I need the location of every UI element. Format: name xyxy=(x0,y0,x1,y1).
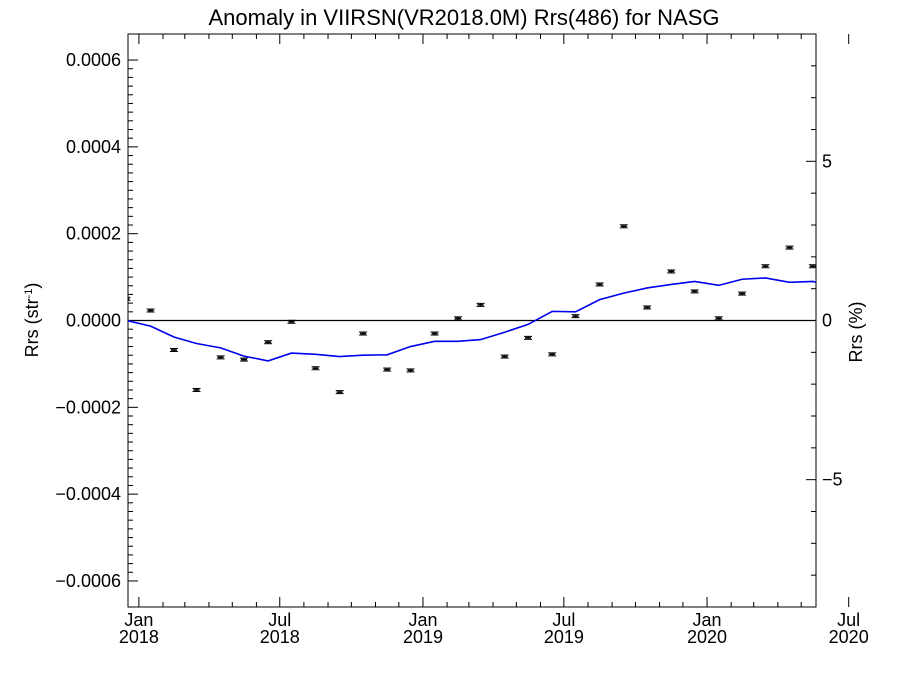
x-tick-label-year: 2020 xyxy=(687,627,727,647)
anomaly-point xyxy=(761,264,770,269)
y-tick-label: 0.0002 xyxy=(66,224,121,244)
data-series-group xyxy=(128,224,888,395)
data-point xyxy=(288,321,295,323)
anomaly-point xyxy=(453,316,462,321)
data-point xyxy=(128,297,130,300)
anomaly-point xyxy=(430,331,439,336)
anomaly-point xyxy=(383,367,392,372)
y-tick-label: −0.0002 xyxy=(55,397,121,417)
anomaly-point xyxy=(808,264,816,269)
x-tick-label-month: Jan xyxy=(693,610,722,630)
x-tick-label-month: Jan xyxy=(124,610,153,630)
data-point xyxy=(739,292,746,295)
y-tick-label: 0.0006 xyxy=(66,50,121,70)
anomaly-point xyxy=(128,296,131,301)
x-tick-label-month: Jan xyxy=(408,610,437,630)
data-point xyxy=(265,341,272,344)
x-tick-label-year: 2018 xyxy=(119,627,159,647)
data-point xyxy=(336,391,343,393)
data-point xyxy=(454,317,461,320)
data-point xyxy=(572,315,579,317)
x-tick-label-year: 2019 xyxy=(403,627,443,647)
data-point xyxy=(360,332,367,335)
x-tick-label-year: 2020 xyxy=(829,627,869,647)
y2-tick-label: 0 xyxy=(822,311,832,331)
y-tick-label: 0.0000 xyxy=(66,311,121,331)
anomaly-point xyxy=(643,305,652,310)
data-point xyxy=(644,306,651,309)
data-point xyxy=(525,337,532,339)
anomaly-point xyxy=(619,224,628,229)
anomaly-point xyxy=(524,335,533,340)
data-point xyxy=(217,356,224,359)
anomaly-point xyxy=(571,314,580,319)
y-axis-label-main: Rrs (str xyxy=(22,298,42,357)
y-tick-label: −0.0006 xyxy=(55,571,121,591)
data-point xyxy=(431,332,438,335)
data-point xyxy=(193,389,200,391)
anomaly-point xyxy=(714,316,723,321)
trend-line xyxy=(128,277,816,362)
data-point xyxy=(407,369,414,372)
data-point xyxy=(147,309,154,312)
anomaly-point xyxy=(406,368,415,373)
anomaly-point xyxy=(833,264,841,267)
anomaly-point xyxy=(667,269,676,274)
anomaly-point xyxy=(192,387,201,392)
anomaly-point xyxy=(359,331,368,336)
anomaly-point xyxy=(880,309,888,312)
y-tick-label: −0.0004 xyxy=(55,484,121,504)
anomaly-point xyxy=(785,245,794,250)
anomaly-point xyxy=(311,366,320,371)
anomaly-point xyxy=(595,282,604,287)
y2-tick-label: −5 xyxy=(822,470,843,490)
anomaly-point xyxy=(287,319,296,324)
anomaly-point xyxy=(690,289,699,294)
data-point xyxy=(384,368,391,371)
x-tick-label-month: Jul xyxy=(837,610,860,630)
anomaly-point xyxy=(264,340,273,345)
data-point xyxy=(668,270,675,273)
anomaly-point xyxy=(146,308,155,313)
data-point xyxy=(477,304,484,306)
y-tick-label: 0.0004 xyxy=(66,137,121,157)
data-point xyxy=(809,265,816,268)
anomaly-point xyxy=(169,348,178,353)
data-point xyxy=(620,225,627,228)
anomaly-point xyxy=(738,291,747,296)
plot-area: 0.0006 0.0004 0.0002 0.0000 −0.0002 −0.0004 −0… xyxy=(55,33,888,647)
y2-axis-label: Rrs (%) xyxy=(846,302,866,363)
x-tick-label-year: 2018 xyxy=(260,627,300,647)
anomaly-point xyxy=(216,355,225,360)
data-point xyxy=(834,265,840,267)
anomaly-point xyxy=(500,354,509,359)
data-point xyxy=(691,290,698,293)
data-point xyxy=(170,349,177,351)
data-point xyxy=(312,367,319,370)
anomaly-point xyxy=(548,352,557,357)
data-point xyxy=(786,246,793,249)
data-point xyxy=(596,283,603,286)
anomaly-point xyxy=(476,302,485,307)
x-tick-label-month: Jul xyxy=(268,610,291,630)
anomaly-point xyxy=(239,357,248,362)
chart-title: Anomaly in VIIRSN(VR2018.0M) Rrs(486) fo… xyxy=(208,5,719,30)
data-point xyxy=(881,310,887,312)
y-axis-label: Rrs (str-1) xyxy=(22,283,42,358)
anomaly-point xyxy=(335,390,344,395)
data-point xyxy=(762,265,769,268)
y-axis-label-superscript: -1 xyxy=(23,289,35,299)
x-tick-label-month: Jul xyxy=(552,610,575,630)
data-point xyxy=(549,353,556,356)
y2-tick-label: 5 xyxy=(822,151,832,171)
data-point xyxy=(240,358,247,361)
x-tick-label-year: 2019 xyxy=(544,627,584,647)
data-point xyxy=(501,355,508,358)
data-point xyxy=(715,317,722,320)
y-axis-label-close: ) xyxy=(22,283,42,289)
